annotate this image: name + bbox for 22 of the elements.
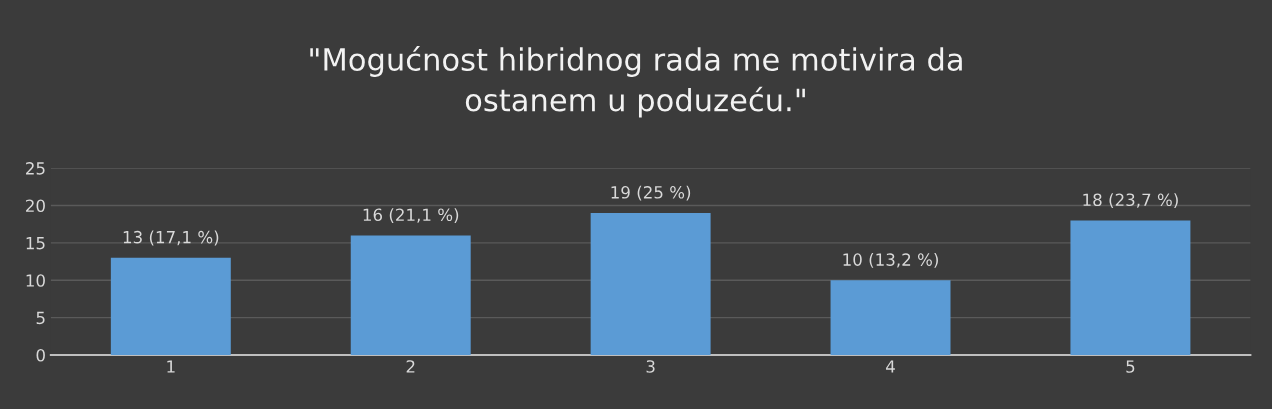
bar (1070, 220, 1191, 356)
chart-title: "Mogućnost hibridnog rada me motivira da ostanem u poduzeću." (310, 46, 962, 118)
data-label: 10 (13,2 %) (843, 253, 938, 268)
y-tick-label: 5 (36, 311, 45, 325)
bar (830, 280, 951, 356)
bar (590, 212, 711, 356)
x-tick-label: 2 (406, 360, 415, 373)
x-tick-label: 4 (886, 360, 895, 373)
data-label: 18 (23,7 %) (1083, 193, 1178, 209)
x-tick-label: 5 (1126, 360, 1135, 373)
bar (350, 235, 471, 356)
y-tick-label: 15 (26, 237, 45, 250)
data-label: 19 (25 %) (611, 185, 691, 201)
x-tick-label: 1 (167, 360, 175, 373)
y-tick-label: 25 (26, 162, 45, 175)
data-label: 13 (17,1 %) (123, 230, 219, 246)
bar (110, 257, 231, 356)
x-tick-label: 3 (646, 360, 655, 373)
data-label: 16 (21,1 %) (363, 208, 459, 224)
y-tick-label: 20 (26, 199, 45, 213)
y-tick-label: 10 (26, 274, 45, 287)
y-tick-label: 0 (36, 348, 45, 362)
